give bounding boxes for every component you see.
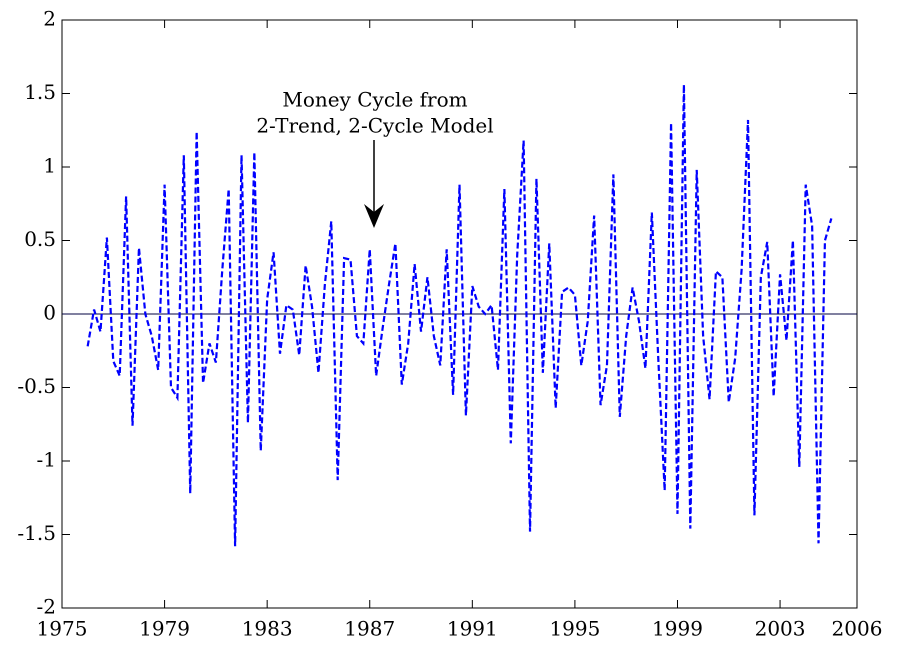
x-tick-label: 2006 <box>832 617 883 641</box>
x-tick-label: 1991 <box>447 617 498 641</box>
x-tick-label: 1975 <box>37 617 88 641</box>
y-tick-label: 1 <box>43 154 56 178</box>
y-tick-label: -2 <box>37 595 56 619</box>
y-tick-label: -1.5 <box>17 521 56 545</box>
y-tick-label: 0.5 <box>24 227 56 251</box>
x-tick-label: 1999 <box>652 617 703 641</box>
y-tick-label: 2 <box>43 7 56 31</box>
x-tick-label: 1983 <box>242 617 293 641</box>
y-tick-label: -1 <box>37 448 56 472</box>
x-tick-label: 2003 <box>755 617 806 641</box>
y-tick-label: 1.5 <box>24 80 56 104</box>
data-line <box>86 84 833 547</box>
annotation: Money Cycle from <box>282 88 467 112</box>
x-tick-label: 1979 <box>139 617 190 641</box>
annotation-arrowhead <box>364 204 384 228</box>
annotation: 2-Trend, 2-Cycle Model <box>256 114 493 138</box>
y-tick-label: -0.5 <box>17 374 56 398</box>
x-tick-label: 1987 <box>344 617 395 641</box>
y-tick-label: 0 <box>43 301 56 325</box>
x-tick-label: 1995 <box>549 617 600 641</box>
